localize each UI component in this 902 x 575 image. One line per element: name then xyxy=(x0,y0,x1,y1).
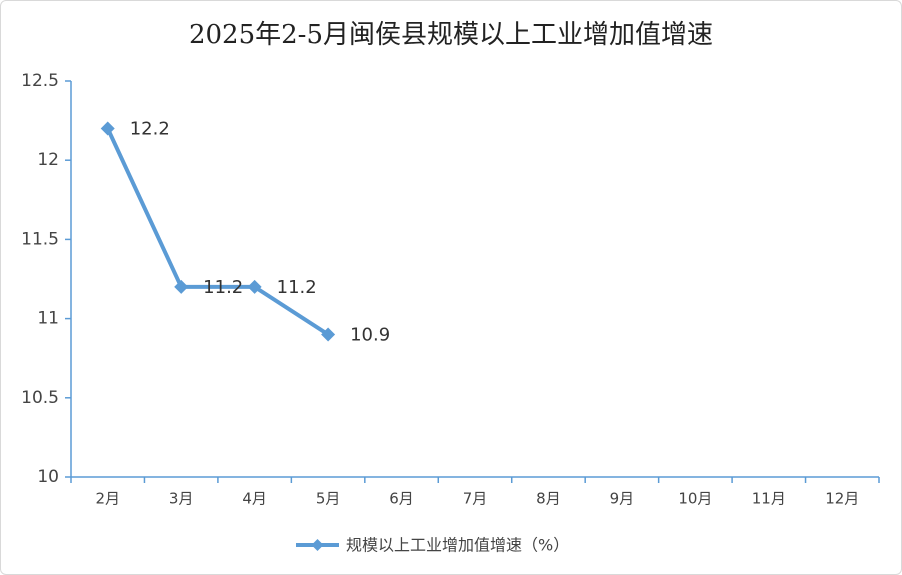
point-marker xyxy=(321,327,336,342)
chart-title: 2025年2-5月闽侯县规模以上工业增加值增速 xyxy=(189,20,713,50)
point-marker xyxy=(247,279,262,294)
x-tick-label: 9月 xyxy=(610,490,635,508)
data-label: 11.2 xyxy=(277,277,317,298)
y-tick-label: 12.5 xyxy=(21,71,59,91)
x-tick-label: 11月 xyxy=(752,490,786,508)
y-tick-label: 12 xyxy=(37,150,59,170)
data-label: 12.2 xyxy=(130,119,170,140)
data-label: 10.9 xyxy=(350,324,390,345)
x-tick-label: 2月 xyxy=(95,490,120,508)
x-tick-label: 12月 xyxy=(825,490,859,508)
legend-marker xyxy=(311,539,324,551)
series-line xyxy=(105,127,330,337)
x-tick-label: 7月 xyxy=(463,490,488,508)
point-marker xyxy=(174,279,189,294)
x-tick-label: 10月 xyxy=(678,490,712,508)
data-label: 11.2 xyxy=(203,277,243,298)
y-tick-label: 11.5 xyxy=(21,229,59,249)
x-tick-label: 6月 xyxy=(389,490,414,508)
x-tick-label: 8月 xyxy=(536,490,561,508)
y-tick-label: 11 xyxy=(37,309,59,329)
y-tick-label: 10.5 xyxy=(21,388,59,408)
legend-label: 规模以上工业增加值增速（%） xyxy=(346,536,569,555)
y-tick-label: 10 xyxy=(37,467,59,487)
x-tick-label: 5月 xyxy=(316,490,341,508)
x-tick-label: 4月 xyxy=(242,490,267,508)
point-marker xyxy=(100,121,115,136)
x-tick-label: 3月 xyxy=(169,490,194,508)
